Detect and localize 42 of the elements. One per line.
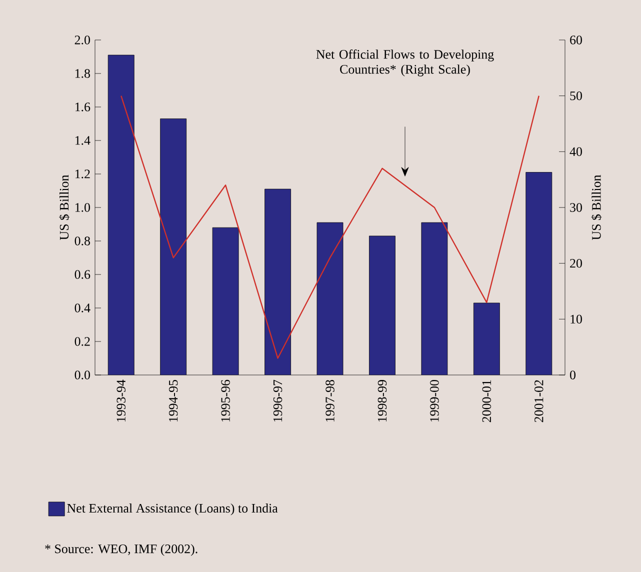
bar: [474, 302, 500, 375]
x-tick-label: 2001-02: [534, 380, 544, 422]
y-tick-label: 1.6: [75, 102, 90, 112]
y-tick-label: 1.2: [75, 170, 90, 178]
bar: [369, 236, 396, 375]
text: * Source: WEO, IMF (2002).: [45, 544, 198, 556]
x-tick-label: 1996-97: [273, 380, 282, 422]
bar: [160, 118, 186, 375]
y-tick-label: 0.2: [74, 337, 90, 346]
y-tick-label: 0.0: [74, 370, 90, 380]
y2-tick-label: 50: [570, 91, 582, 100]
x-tick-label: 1997-98: [326, 380, 334, 422]
bar: [212, 228, 239, 375]
annotation: Net Official Flows to Developing Countries* (Right Scale): [316, 50, 494, 76]
y2-axis-title: US $ Billion: [591, 174, 602, 240]
y2-tick-label: 0: [570, 370, 576, 380]
y2-tick-label: 20: [570, 258, 582, 268]
bar: [526, 172, 552, 375]
x-tick-label: 2000-01: [482, 380, 492, 422]
x-tick-label: 1998-99: [378, 380, 387, 422]
y-tick-label: 0.8: [74, 236, 90, 246]
bar: [108, 55, 134, 375]
bar: [264, 189, 291, 375]
y-tick-label: 0.6: [74, 270, 90, 279]
x-tick-label: 1994-95: [168, 380, 178, 422]
bar: [317, 222, 344, 375]
y2-tick-label: 30: [570, 203, 582, 212]
y-tick-label: 2.0: [74, 36, 90, 44]
y2-tick-label: 40: [570, 147, 582, 156]
legend-label: Net External Assistance (Loans) to India: [67, 504, 278, 516]
bar: [421, 222, 448, 375]
y-tick-label: 1.4: [75, 136, 90, 145]
y-tick-label: 1.8: [75, 69, 90, 78]
y2-tick-label: 10: [570, 314, 582, 324]
x-tick-label: 1993-94: [116, 380, 126, 422]
x-tick-label: 1995-96: [221, 380, 230, 422]
x-tick-label: 1999-00: [430, 380, 439, 422]
y2-tick-label: 60: [570, 36, 582, 44]
y-tick-label: 0.4: [74, 304, 90, 312]
y-tick-label: 1.0: [75, 203, 90, 212]
y-axis-title: US $ Billion: [59, 174, 70, 240]
line-series: [120, 95, 540, 359]
